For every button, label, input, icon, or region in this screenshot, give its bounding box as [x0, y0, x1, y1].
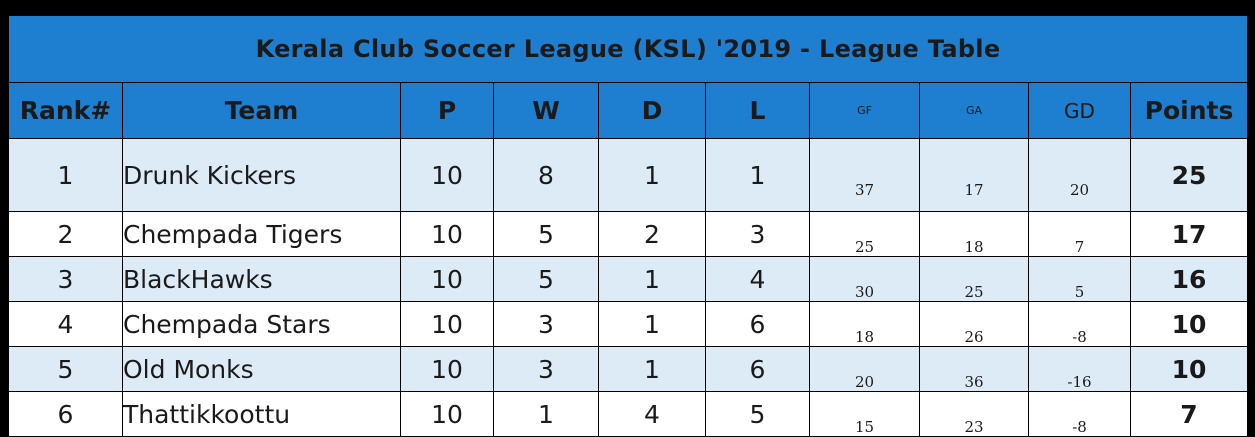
- cell-lost: 3: [705, 211, 810, 257]
- cell-goals-against: 25: [919, 256, 1029, 302]
- cell-played: 10: [400, 391, 494, 437]
- cell-played: 10: [400, 301, 494, 347]
- table-row: 1 Drunk Kickers 10 8 1 1 37 17 20 25: [8, 138, 1249, 212]
- cell-goal-difference: -16: [1028, 346, 1131, 392]
- cell-rank: 6: [8, 391, 123, 437]
- cell-goals-against: 23: [919, 391, 1029, 437]
- cell-team: Chempada Stars: [122, 301, 401, 347]
- cell-won: 3: [493, 346, 599, 392]
- cell-rank: 3: [8, 256, 123, 302]
- cell-goal-difference: 7: [1028, 211, 1131, 257]
- cell-team: Old Monks: [122, 346, 401, 392]
- cell-team: BlackHawks: [122, 256, 401, 302]
- col-header-goals-against: GA: [919, 82, 1029, 139]
- cell-played: 10: [400, 138, 494, 212]
- col-header-won: W: [493, 82, 599, 139]
- cell-drawn: 1: [598, 301, 706, 347]
- cell-drawn: 2: [598, 211, 706, 257]
- col-header-drawn: D: [598, 82, 706, 139]
- cell-goal-difference: -8: [1028, 391, 1131, 437]
- cell-goals-for: 30: [809, 256, 920, 302]
- cell-won: 5: [493, 256, 599, 302]
- cell-played: 10: [400, 346, 494, 392]
- col-header-goal-difference: GD: [1028, 82, 1131, 139]
- cell-drawn: 1: [598, 346, 706, 392]
- col-header-team: Team: [122, 82, 401, 139]
- col-header-rank: Rank#: [8, 82, 123, 139]
- cell-played: 10: [400, 211, 494, 257]
- cell-rank: 2: [8, 211, 123, 257]
- cell-points: 7: [1129, 391, 1249, 437]
- cell-goal-difference: -8: [1028, 301, 1131, 347]
- table-row: 4 Chempada Stars 10 3 1 6 18 26 -8 10: [8, 301, 1249, 347]
- cell-drawn: 4: [598, 391, 706, 437]
- col-header-goals-for: GF: [809, 82, 920, 139]
- cell-goals-for: 37: [809, 138, 920, 212]
- cell-goals-against: 17: [919, 138, 1029, 212]
- cell-lost: 5: [705, 391, 810, 437]
- cell-goals-for: 25: [809, 211, 920, 257]
- cell-points: 17: [1129, 211, 1249, 257]
- cell-team: Drunk Kickers: [122, 138, 401, 212]
- cell-rank: 4: [8, 301, 123, 347]
- league-table-frame: Kerala Club Soccer League (KSL) '2019 - …: [7, 15, 1249, 437]
- cell-lost: 6: [705, 346, 810, 392]
- cell-won: 1: [493, 391, 599, 437]
- cell-goals-against: 36: [919, 346, 1029, 392]
- cell-points: 16: [1129, 256, 1249, 302]
- title-row: Kerala Club Soccer League (KSL) '2019 - …: [7, 15, 1249, 83]
- cell-won: 3: [493, 301, 599, 347]
- cell-points: 10: [1129, 301, 1249, 347]
- table-row: 2 Chempada Tigers 10 5 2 3 25 18 7 17: [8, 211, 1249, 257]
- cell-goals-for: 20: [809, 346, 920, 392]
- cell-team: Chempada Tigers: [122, 211, 401, 257]
- cell-won: 8: [493, 138, 599, 212]
- cell-points: 10: [1129, 346, 1249, 392]
- cell-goal-difference: 20: [1028, 138, 1131, 212]
- cell-drawn: 1: [598, 256, 706, 302]
- cell-lost: 1: [705, 138, 810, 212]
- cell-won: 5: [493, 211, 599, 257]
- col-header-played: P: [400, 82, 494, 139]
- cell-played: 10: [400, 256, 494, 302]
- col-header-lost: L: [705, 82, 810, 139]
- cell-points: 25: [1129, 138, 1249, 212]
- table-row: 6 Thattikkoottu 10 1 4 5 15 23 -8 7: [8, 391, 1249, 437]
- cell-rank: 5: [8, 346, 123, 392]
- cell-drawn: 1: [598, 138, 706, 212]
- col-header-points: Points: [1129, 82, 1249, 139]
- cell-goals-against: 26: [919, 301, 1029, 347]
- table-row: 3 BlackHawks 10 5 1 4 30 25 5 16: [8, 256, 1249, 302]
- cell-goals-for: 15: [809, 391, 920, 437]
- cell-lost: 6: [705, 301, 810, 347]
- cell-team: Thattikkoottu: [122, 391, 401, 437]
- cell-goals-against: 18: [919, 211, 1029, 257]
- cell-lost: 4: [705, 256, 810, 302]
- cell-rank: 1: [8, 138, 123, 212]
- cell-goals-for: 18: [809, 301, 920, 347]
- table-row: 5 Old Monks 10 3 1 6 20 36 -16 10: [8, 346, 1249, 392]
- cell-goal-difference: 5: [1028, 256, 1131, 302]
- table-title: Kerala Club Soccer League (KSL) '2019 - …: [7, 15, 1249, 83]
- header-row: Rank# Team P W D L GF GA GD Points: [8, 82, 1249, 139]
- league-table: Kerala Club Soccer League (KSL) '2019 - …: [7, 15, 1249, 437]
